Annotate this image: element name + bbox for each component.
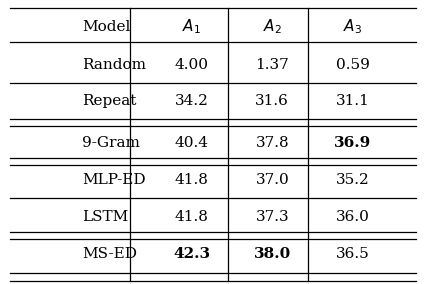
Text: $A_3$: $A_3$ (343, 17, 362, 36)
Text: 34.2: 34.2 (175, 94, 209, 108)
Text: $A_2$: $A_2$ (263, 17, 282, 36)
Text: MLP-ED: MLP-ED (82, 173, 145, 187)
Text: 40.4: 40.4 (175, 136, 209, 151)
Text: 41.8: 41.8 (175, 210, 209, 224)
Text: 37.8: 37.8 (256, 136, 289, 151)
Text: 41.8: 41.8 (175, 173, 209, 187)
Text: $A_1$: $A_1$ (182, 17, 201, 36)
Text: 31.1: 31.1 (336, 94, 370, 108)
Text: 42.3: 42.3 (173, 247, 210, 262)
Text: 4.00: 4.00 (175, 58, 209, 72)
Text: 37.3: 37.3 (256, 210, 289, 224)
Text: 35.2: 35.2 (336, 173, 369, 187)
Text: 36.0: 36.0 (336, 210, 370, 224)
Text: LSTM: LSTM (82, 210, 128, 224)
Text: 9-Gram: 9-Gram (82, 136, 140, 151)
Text: Model: Model (82, 20, 130, 34)
Text: MS-ED: MS-ED (82, 247, 137, 262)
Text: 31.6: 31.6 (255, 94, 289, 108)
Text: 1.37: 1.37 (255, 58, 289, 72)
Text: 38.0: 38.0 (253, 247, 291, 262)
Text: Repeat: Repeat (82, 94, 136, 108)
Text: Random: Random (82, 58, 146, 72)
Text: 36.5: 36.5 (336, 247, 369, 262)
Text: 37.0: 37.0 (255, 173, 289, 187)
Text: 0.59: 0.59 (336, 58, 370, 72)
Text: 36.9: 36.9 (334, 136, 371, 151)
